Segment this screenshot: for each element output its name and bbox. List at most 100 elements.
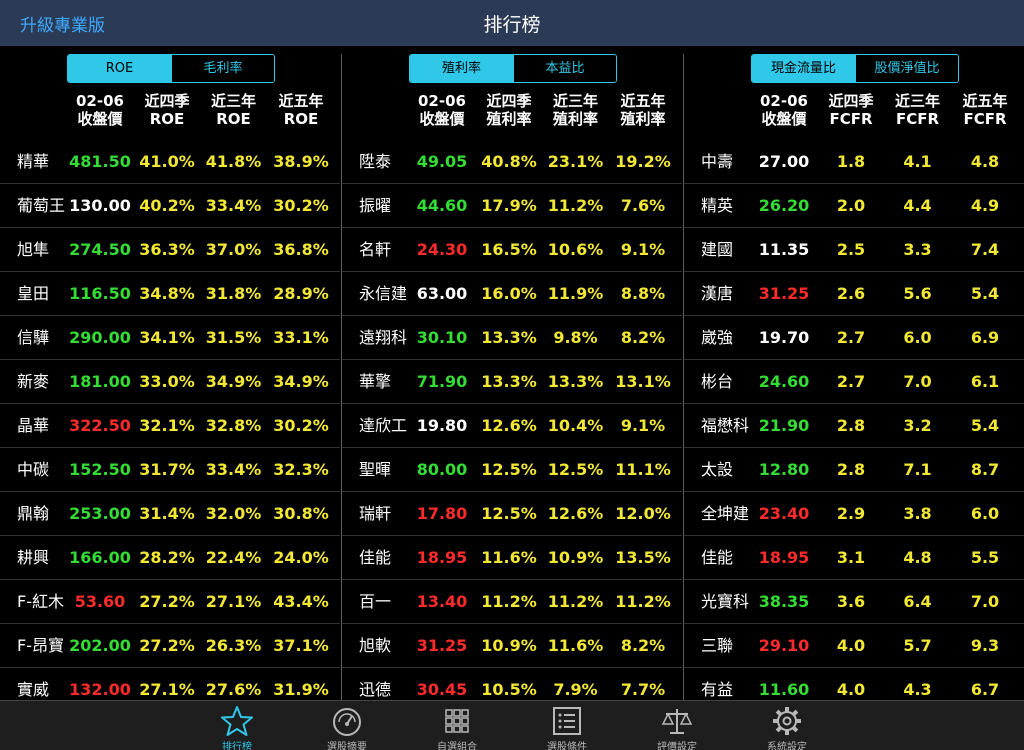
row-separator [0,183,340,184]
table-row[interactable]: 全坤建 23.40 2.9 3.8 6.0 [684,492,1024,536]
tab-scale[interactable]: 評價設定 [627,703,727,750]
close-price: 181.00 [69,372,131,391]
column-header[interactable]: 02-06 收盤價 [76,92,124,128]
column-header[interactable]: 近五年 殖利率 [620,92,666,128]
stock-name: 中壽 [701,152,734,171]
table-row[interactable]: 佳能 18.95 3.1 4.8 5.5 [684,536,1024,580]
table-row[interactable]: 名軒 24.30 16.5% 10.6% 9.1% [342,228,682,272]
column-header[interactable]: 近四季 ROE [144,92,190,128]
ranking-panel: ROE 毛利率 02-06 收盤價 近四季 ROE 近三年 ROE 近五年 ROE 精華 48… [0,46,340,700]
metric-value: 6.0 [903,328,932,347]
table-row[interactable]: 旭軟 31.25 10.9% 11.6% 8.2% [342,624,682,668]
table-row[interactable]: 遠翔科 30.10 13.3% 9.8% 8.2% [342,316,682,360]
table-row[interactable]: 振曜 44.60 17.9% 11.2% 7.6% [342,184,682,228]
table-row[interactable]: 有益 11.60 4.0 4.3 6.7 [684,668,1024,700]
column-header[interactable]: 近三年 FCFR [894,92,940,128]
stock-name: 瑞軒 [359,504,392,523]
table-row[interactable]: 太設 12.80 2.8 7.1 8.7 [684,448,1024,492]
table-row[interactable]: F-昂寶 202.00 27.2% 26.3% 37.1% [0,624,340,668]
metric-value: 3.6 [836,592,866,611]
column-header[interactable]: 近五年 FCFR [962,92,1008,128]
column-header[interactable]: 近四季 FCFR [828,92,874,128]
table-row[interactable]: 漢唐 31.25 2.6 5.6 5.4 [684,272,1024,316]
table-row[interactable]: 福懋科 21.90 2.8 3.2 5.4 [684,404,1024,448]
metric-tab[interactable]: 毛利率 [171,55,274,82]
metric-value: 38.9% [273,152,329,171]
table-row[interactable]: 佳能 18.95 11.6% 10.9% 13.5% [342,536,682,580]
metric-value: 4.4 [903,196,932,215]
metric-value: 2.7 [836,328,866,347]
metric-value: 6.9 [970,328,1000,347]
table-row[interactable]: 光寶科 38.35 3.6 6.4 7.0 [684,580,1024,624]
table-row[interactable]: 精英 26.20 2.0 4.4 4.9 [684,184,1024,228]
metric-value: 13.1% [615,372,671,391]
stock-name: 皇田 [17,284,50,303]
tab-list[interactable]: 選股條件 [517,703,617,750]
table-row[interactable]: 彬台 24.60 2.7 7.0 6.1 [684,360,1024,404]
stock-name: 信驊 [17,328,50,347]
table-row[interactable]: 建國 11.35 2.5 3.3 7.4 [684,228,1024,272]
metric-value: 4.8 [903,548,932,567]
table-row[interactable]: 信驊 290.00 34.1% 31.5% 33.1% [0,316,340,360]
row-separator [0,271,340,272]
table-row[interactable]: 耕興 166.00 28.2% 22.4% 24.0% [0,536,340,580]
table-row[interactable]: 達欣工 19.80 12.6% 10.4% 9.1% [342,404,682,448]
close-price: 18.95 [416,548,468,567]
column-header[interactable]: 02-06 收盤價 [418,92,466,128]
table-row[interactable]: 三聯 29.10 4.0 5.7 9.3 [684,624,1024,668]
table-row[interactable]: 永信建 63.00 16.0% 11.9% 8.8% [342,272,682,316]
row-separator [684,183,1024,184]
close-price: 17.80 [416,504,468,523]
metric-value: 16.5% [481,240,537,259]
table-row[interactable]: 陞泰 49.05 40.8% 23.1% 19.2% [342,140,682,184]
column-header[interactable]: 近五年 ROE [278,92,324,128]
close-price: 21.90 [758,416,810,435]
metric-tab[interactable]: 本益比 [513,55,616,82]
tab-star[interactable]: 排行榜 [187,703,287,750]
table-row[interactable]: 精華 481.50 41.0% 41.8% 38.9% [0,140,340,184]
table-row[interactable]: 新麥 181.00 33.0% 34.9% 34.9% [0,360,340,404]
table-row[interactable]: 瑞軒 17.80 12.5% 12.6% 12.0% [342,492,682,536]
metric-tab[interactable]: 股價淨值比 [855,55,958,82]
metric-tab[interactable]: 殖利率 [410,55,513,82]
stock-name: 三聯 [701,636,734,655]
tab-grid[interactable]: 自選組合 [407,703,507,750]
column-header[interactable]: 近四季 殖利率 [486,92,532,128]
close-price: 130.00 [69,196,131,215]
column-header[interactable]: 02-06 收盤價 [760,92,808,128]
table-row[interactable]: 聖暉 80.00 12.5% 12.5% 11.1% [342,448,682,492]
table-row[interactable]: 晶華 322.50 32.1% 32.8% 30.2% [0,404,340,448]
row-separator [342,491,682,492]
metric-value: 32.3% [273,460,329,479]
metric-value: 6.1 [970,372,1000,391]
table-row[interactable]: 崴強 19.70 2.7 6.0 6.9 [684,316,1024,360]
table-row[interactable]: 實威 132.00 27.1% 27.6% 31.9% [0,668,340,700]
table-row[interactable]: F-紅木 53.60 27.2% 27.1% 43.4% [0,580,340,624]
table-row[interactable]: 鼎翰 253.00 31.4% 32.0% 30.8% [0,492,340,536]
row-separator [0,535,340,536]
column-header[interactable]: 近三年 ROE [210,92,256,128]
metric-tab[interactable]: ROE [68,55,171,82]
table-row[interactable]: 迅德 30.45 10.5% 7.9% 7.7% [342,668,682,700]
tab-gear[interactable]: 系統設定 [737,703,837,750]
table-row[interactable]: 中壽 27.00 1.8 4.1 4.8 [684,140,1024,184]
metric-value: 17.9% [481,196,537,215]
row-separator [342,359,682,360]
metric-value: 4.0 [836,636,866,655]
metric-value: 10.9% [547,548,604,567]
table-row[interactable]: 中碳 152.50 31.7% 33.4% 32.3% [0,448,340,492]
metric-tab[interactable]: 現金流量比 [752,55,855,82]
gauge-icon [297,705,397,737]
table-row[interactable]: 旭隼 274.50 36.3% 37.0% 36.8% [0,228,340,272]
metric-value: 11.6% [547,636,604,655]
column-header[interactable]: 近三年 殖利率 [552,92,598,128]
table-row[interactable]: 葡萄王 130.00 40.2% 33.4% 30.2% [0,184,340,228]
table-row[interactable]: 百一 13.40 11.2% 11.2% 11.2% [342,580,682,624]
close-price: 27.00 [758,152,810,171]
stock-name: 迅德 [359,680,392,699]
table-row[interactable]: 皇田 116.50 34.8% 31.8% 28.9% [0,272,340,316]
tab-gauge[interactable]: 選股摘要 [297,703,397,750]
row-separator [342,315,682,316]
upgrade-pro-button[interactable]: 升級專業版 [20,16,105,36]
table-row[interactable]: 華擎 71.90 13.3% 13.3% 13.1% [342,360,682,404]
